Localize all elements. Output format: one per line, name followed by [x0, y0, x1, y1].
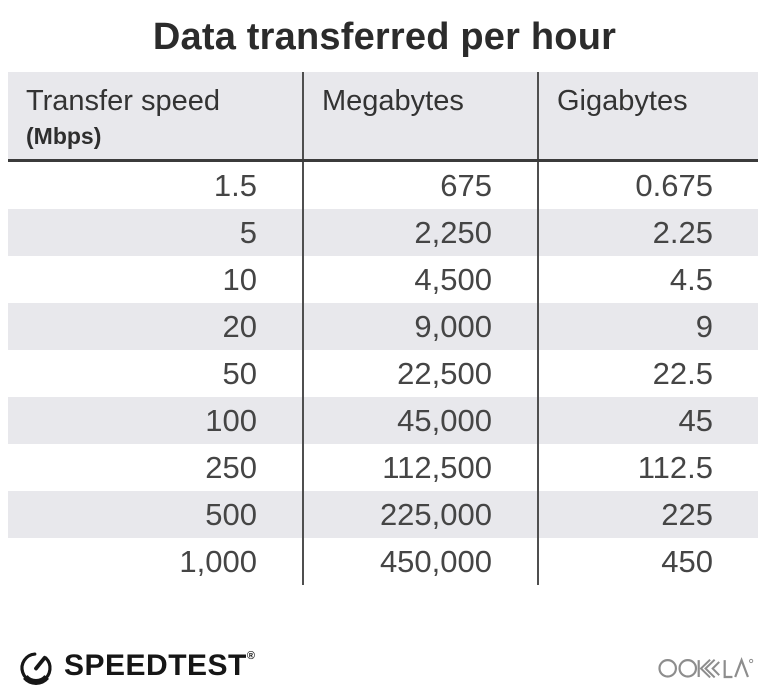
footer: SPEEDTEST®: [16, 642, 755, 690]
table-cell: 450,000: [302, 538, 537, 585]
table-row: 5 2,250 2.25: [8, 209, 758, 256]
column-header-transfer-speed: Transfer speed (Mbps): [8, 72, 302, 159]
table-row: 500 225,000 225: [8, 491, 758, 538]
table-row: 1,000 450,000 450: [8, 538, 758, 585]
table-row: 100 45,000 45: [8, 397, 758, 444]
table-cell: 2.25: [537, 209, 758, 256]
table-cell: 45: [537, 397, 758, 444]
table-header-row: Transfer speed (Mbps) Megabytes Gigabyte…: [8, 72, 758, 162]
table-cell: 225: [537, 491, 758, 538]
table-cell: 112,500: [302, 444, 537, 491]
table-cell: 450: [537, 538, 758, 585]
table-row: 10 4,500 4.5: [8, 256, 758, 303]
table-cell: 20: [222, 308, 257, 344]
table-cell: 9: [537, 303, 758, 350]
table-cell: 250: [205, 449, 257, 485]
column-header-label: Transfer speed: [26, 85, 220, 117]
table-cell: 225,000: [302, 491, 537, 538]
speedtest-wordmark: SPEEDTEST®: [64, 646, 255, 686]
page-title: Data transferred per hour: [152, 16, 617, 58]
speedtest-label: SPEEDTEST: [64, 649, 247, 682]
table-cell: 9,000: [302, 303, 537, 350]
table-cell: 4.5: [537, 256, 758, 303]
table-cell: 0.675: [537, 162, 758, 209]
column-header-gigabytes: Gigabytes: [537, 72, 758, 159]
column-header-megabytes: Megabytes: [302, 72, 537, 159]
ookla-wordmark-icon: [658, 656, 754, 678]
table-cell: 1.5: [213, 167, 257, 203]
table-row: 20 9,000 9: [8, 303, 758, 350]
speedtest-gauge-icon: [20, 652, 52, 685]
table-cell: 4,500: [302, 256, 537, 303]
table-cell: 50: [222, 355, 257, 391]
table-cell: 1,000: [179, 543, 257, 579]
table-row: 50 22,500 22.5: [8, 350, 758, 397]
table-cell: 22,500: [302, 350, 537, 397]
table-cell: 22.5: [537, 350, 758, 397]
ookla-logo: [657, 651, 755, 682]
column-header-unit: (Mbps): [26, 123, 102, 150]
registered-trademark-icon: ®: [246, 650, 255, 662]
data-table: Transfer speed (Mbps) Megabytes Gigabyte…: [8, 72, 758, 585]
table-cell: 500: [205, 496, 257, 532]
table-row: 1.5 675 0.675: [8, 162, 758, 209]
table-cell: 45,000: [302, 397, 537, 444]
table-cell: 5: [239, 214, 257, 250]
table-cell: 100: [205, 402, 257, 438]
table-row: 250 112,500 112.5: [8, 444, 758, 491]
table-cell: 112.5: [537, 444, 758, 491]
table-cell: 675: [302, 162, 537, 209]
table-cell: 10: [222, 261, 257, 297]
table-cell: 2,250: [302, 209, 537, 256]
table-body: 1.5 675 0.675 5 2,250 2.25 10 4,500 4.5 20 9,000 9 5…: [8, 162, 758, 585]
speedtest-logo: SPEEDTEST®: [16, 646, 255, 686]
